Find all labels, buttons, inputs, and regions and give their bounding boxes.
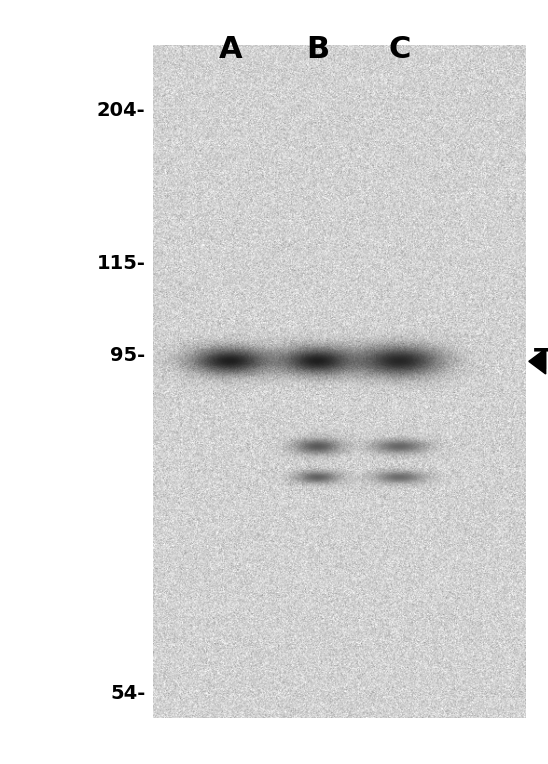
- Text: B: B: [306, 35, 329, 64]
- Polygon shape: [529, 348, 546, 374]
- Text: 95-: 95-: [110, 346, 145, 364]
- Text: 204-: 204-: [96, 102, 145, 120]
- Text: TLR9: TLR9: [534, 348, 548, 375]
- Text: 54-: 54-: [110, 685, 145, 703]
- Text: A: A: [218, 35, 242, 64]
- Text: C: C: [389, 35, 411, 64]
- Text: 115-: 115-: [96, 254, 145, 273]
